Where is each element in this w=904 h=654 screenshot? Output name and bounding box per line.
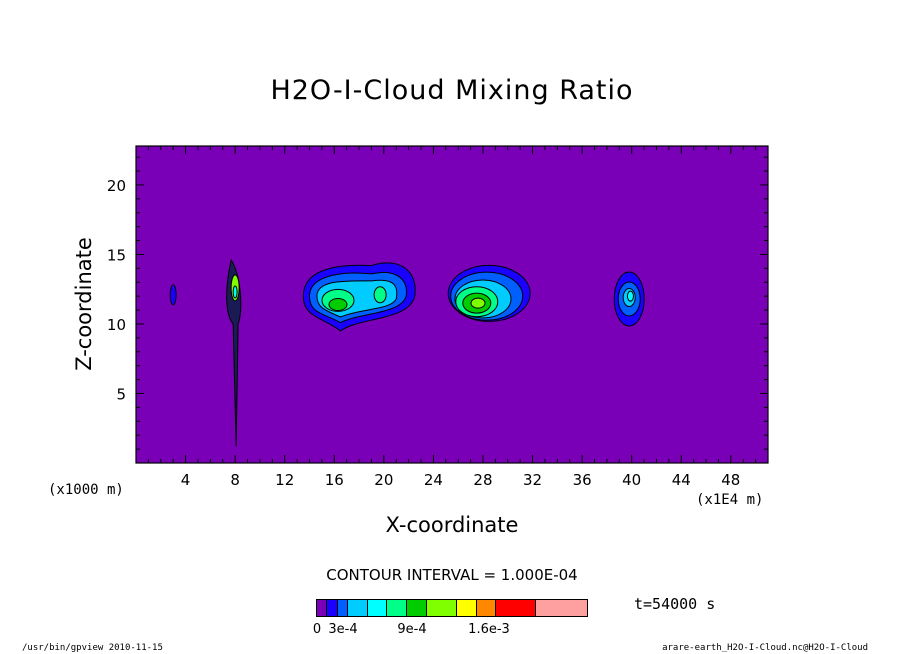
x-tick-label: 32 <box>523 471 542 489</box>
colorbar-swatch <box>476 600 497 616</box>
colorbar-swatch <box>426 600 457 616</box>
x-tick-label: 24 <box>424 471 443 489</box>
x-tick-label: 12 <box>275 471 294 489</box>
colorbar <box>316 599 588 617</box>
x-unit-left: (x1000 m) <box>48 482 124 498</box>
y-ticks: 5 10 15 20 <box>107 156 768 450</box>
colorbar-tick-label: 9e-4 <box>397 622 427 637</box>
colorbar-swatch <box>387 600 408 616</box>
colorbar-tick-label: 1.6e-3 <box>468 622 510 637</box>
x-ticks: 4 8 12 16 20 24 28 32 36 40 44 48 <box>147 146 757 489</box>
colorbar-swatch <box>337 600 349 616</box>
y-tick-label: 20 <box>107 177 126 195</box>
x-tick-label: 4 <box>181 471 191 489</box>
x-tick-label: 44 <box>672 471 691 489</box>
x-unit-right: (x1E4 m) <box>696 492 764 508</box>
feature-cloud-x17-l6 <box>328 298 348 311</box>
feature-cell-x3-l1 <box>169 284 177 306</box>
feature-cloud-x17-l5b <box>373 286 387 304</box>
time-label: t=54000 s <box>634 595 716 613</box>
plot-frame <box>135 145 769 464</box>
colorbar-swatch <box>317 600 328 616</box>
colorbar-swatch <box>535 600 587 616</box>
footer-right: arare-earth_H2O-I-Cloud.nc@H2O-I-Cloud <box>662 643 868 653</box>
plot-border <box>135 145 769 464</box>
y-tick-label: 10 <box>107 316 126 334</box>
colorbar-swatch <box>496 600 536 616</box>
footer-left: /usr/bin/gpview 2010-11-15 <box>22 643 163 653</box>
x-axis-label: X-coordinate <box>385 513 519 537</box>
x-tick-label: 28 <box>473 471 492 489</box>
colorbar-swatch <box>327 600 338 616</box>
y-axis-label: Z-coordinate <box>72 237 96 371</box>
colorbar-swatch <box>407 600 427 616</box>
feature-column-x8-l4 <box>232 285 238 299</box>
colorbar-swatch <box>456 600 477 616</box>
contour-fields <box>136 146 768 463</box>
y-tick-label: 5 <box>116 385 126 403</box>
y-tick-label: 15 <box>107 246 126 264</box>
x-tick-label: 20 <box>374 471 393 489</box>
feature-cloud-x28-l7 <box>470 297 486 309</box>
contour-interval-label: CONTOUR INTERVAL = 1.000E-04 <box>326 566 578 584</box>
x-tick-label: 40 <box>622 471 641 489</box>
x-tick-label: 36 <box>573 471 592 489</box>
colorbar-tick-label: 0 <box>312 622 322 637</box>
colorbar-tick-label: 3e-4 <box>328 622 358 637</box>
colorbar-swatch <box>348 600 368 616</box>
x-tick-label: 16 <box>325 471 344 489</box>
colorbar-swatch <box>367 600 388 616</box>
x-tick-label: 8 <box>230 471 240 489</box>
chart-title: H2O-I-Cloud Mixing Ratio <box>270 75 634 106</box>
x-tick-label: 48 <box>721 471 740 489</box>
feature-cell-x40-l4 <box>626 290 634 302</box>
